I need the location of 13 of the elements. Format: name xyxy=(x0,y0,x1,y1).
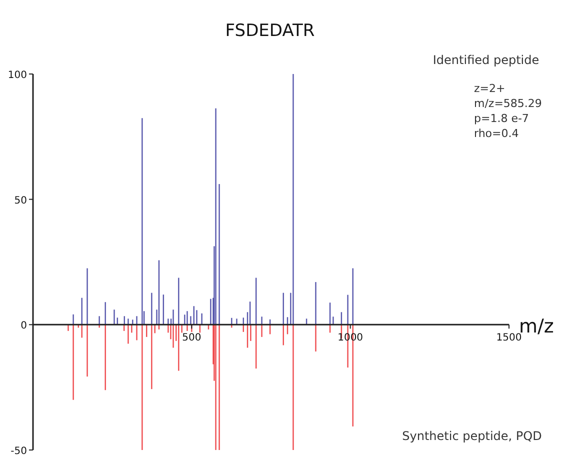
chart-title: FSDEDATR xyxy=(225,21,315,41)
text: Identified peptide xyxy=(432,53,540,67)
x-tick-label: 1500 xyxy=(496,332,522,344)
x-tick-label: 500 xyxy=(182,332,202,344)
annotation: m/z=585.29 xyxy=(474,97,542,110)
annotation: p=1.8 e-7 xyxy=(474,112,529,125)
annotation: Synthetic peptide, PQD xyxy=(402,429,542,443)
annotation: z=2+ xyxy=(474,82,506,95)
y-tick-label: 50 xyxy=(14,195,27,206)
y-tick-label: -50 xyxy=(10,446,27,457)
y-tick-label: 100 xyxy=(8,70,27,81)
annotation: rho=0.4 xyxy=(474,127,519,140)
y-tick-label: 0 xyxy=(20,320,27,332)
